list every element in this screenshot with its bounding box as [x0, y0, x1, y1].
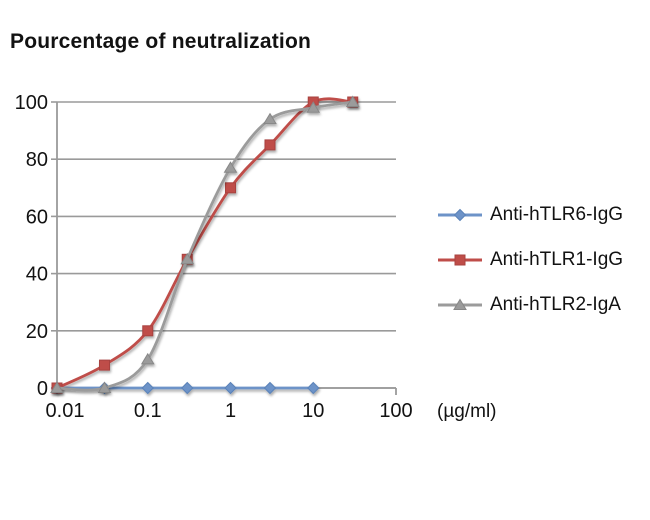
- series-anti-htlr6-igg: [50, 381, 320, 395]
- y-tick-label-40: 40: [26, 264, 48, 286]
- diamond-legend-marker-icon: [438, 208, 482, 221]
- axes: 0.01 0.1 1 10 100 (µg/ml): [46, 102, 497, 422]
- legend-item-anti-htlr6-igg: Anti-hTLR6-IgG: [437, 192, 623, 237]
- square-marker: [225, 182, 237, 194]
- square-marker: [142, 325, 154, 337]
- triangle-marker: [453, 298, 467, 310]
- legend-item-anti-htlr1-igg: Anti-hTLR1-IgG: [437, 237, 623, 282]
- x-axis-unit-label: (µg/ml): [437, 401, 497, 422]
- y-tick-label-0: 0: [37, 378, 48, 400]
- triangle-marker: [180, 252, 195, 265]
- series-line: [55, 100, 355, 392]
- triangle-marker: [223, 161, 238, 173]
- chart-title: Pourcentage of neutralization: [10, 30, 311, 53]
- legend-item-anti-htlr2-iga: Anti-hTLR2-IgA: [437, 282, 623, 327]
- legend: Anti-hTLR6-IgG Anti-hTLR1-IgG Anti-hTLR2-I…: [437, 192, 623, 327]
- triangle-legend-marker-icon: [438, 298, 482, 310]
- diamond-marker: [263, 381, 277, 395]
- y-tick-label-100: 100: [15, 92, 48, 114]
- square-marker: [98, 359, 110, 371]
- x-tick-label-10: 10: [302, 400, 324, 422]
- triangle-marker: [140, 352, 155, 365]
- series-anti-htlr1-igg: [51, 96, 359, 394]
- triangle-marker: [345, 95, 360, 107]
- diamond-marker: [453, 208, 467, 221]
- x-tick-label-100: 100: [379, 400, 412, 422]
- diamond-marker: [224, 381, 237, 395]
- y-tick-label-80: 80: [26, 149, 48, 171]
- y-tick-label-20: 20: [26, 321, 48, 343]
- triangle-marker: [50, 381, 64, 393]
- gridlines: 0 20 40 60 80 100: [15, 92, 396, 400]
- square-marker: [264, 139, 276, 151]
- triangle-marker: [97, 381, 112, 393]
- diamond-marker: [307, 381, 320, 395]
- series-line: [55, 97, 355, 390]
- square-legend-marker-icon: [438, 254, 482, 265]
- x-tick-label-0.01: 0.01: [46, 400, 85, 422]
- triangle-marker: [263, 112, 277, 125]
- triangle-marker: [306, 101, 321, 113]
- series-anti-htlr2-iga: [50, 95, 360, 393]
- x-tick-label-1: 1: [225, 400, 236, 422]
- diamond-marker: [181, 381, 194, 395]
- legend-label: Anti-hTLR1-IgG: [490, 248, 624, 270]
- x-tick-label-0.1: 0.1: [134, 400, 162, 422]
- legend-label: Anti-hTLR6-IgG: [490, 203, 624, 225]
- legend-label: Anti-hTLR2-IgA: [490, 293, 621, 315]
- diamond-marker: [141, 381, 154, 395]
- square-marker: [454, 254, 466, 265]
- y-tick-label-60: 60: [26, 206, 48, 228]
